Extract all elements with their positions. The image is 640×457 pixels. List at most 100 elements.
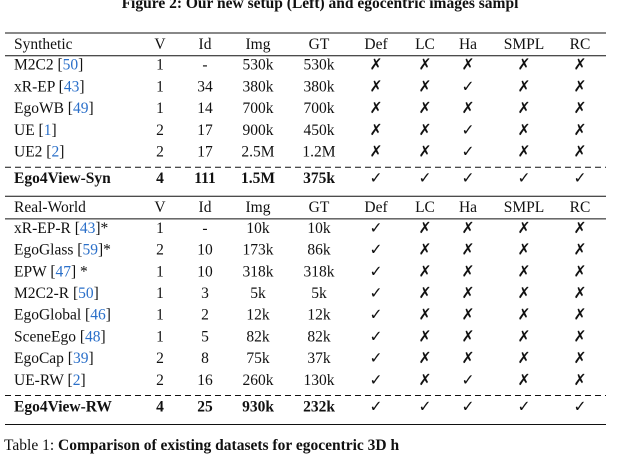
name: EgoWB [ bbox=[14, 100, 73, 117]
cell: 14 bbox=[197, 100, 213, 117]
cell: 900k bbox=[243, 122, 274, 139]
column-header: LC bbox=[415, 199, 435, 216]
cell: 10 bbox=[197, 242, 213, 259]
cell: 111 bbox=[194, 170, 216, 187]
cell: 2 bbox=[156, 372, 164, 389]
citation: 50 bbox=[78, 285, 94, 302]
column-header: V bbox=[154, 199, 166, 216]
cell: ✗ bbox=[419, 100, 432, 117]
cell: - bbox=[202, 220, 207, 237]
cell: 380k bbox=[243, 78, 274, 95]
dataset-name: EgoWB [49] bbox=[14, 100, 94, 117]
cell: ✗ bbox=[574, 100, 587, 117]
cell: 37k bbox=[307, 350, 331, 367]
citation: 48 bbox=[85, 328, 101, 345]
name-suffix: ] bbox=[88, 100, 93, 117]
cell: ✗ bbox=[574, 57, 587, 74]
cell: ✓ bbox=[370, 350, 383, 367]
column-header: Img bbox=[246, 36, 271, 53]
dataset-name: xR-EP-R [43]* bbox=[14, 220, 109, 237]
dataset-name: UE-RW [2] bbox=[14, 372, 86, 389]
citation: 49 bbox=[73, 100, 89, 117]
name-suffix: ] bbox=[106, 307, 111, 324]
cell: ✓ bbox=[419, 170, 432, 187]
name-suffix: ] bbox=[80, 372, 85, 389]
cell: ✗ bbox=[518, 57, 531, 74]
name: Ego4View-RW bbox=[14, 399, 112, 416]
cell: 130k bbox=[304, 372, 335, 389]
name-suffix: ] bbox=[88, 350, 93, 367]
cell: ✗ bbox=[518, 242, 531, 259]
name: UE2 [ bbox=[14, 144, 51, 161]
cell: ✓ bbox=[462, 372, 475, 389]
cell: ✗ bbox=[574, 122, 587, 139]
cell: 1 bbox=[156, 57, 164, 74]
cell: ✗ bbox=[518, 285, 531, 302]
citation: 39 bbox=[73, 350, 89, 367]
caption-label: Table 1: bbox=[4, 437, 58, 454]
cell: 2 bbox=[156, 122, 164, 139]
name: SceneEgo [ bbox=[14, 328, 85, 345]
cell: ✗ bbox=[518, 144, 531, 161]
cell: 25 bbox=[197, 399, 213, 416]
name: EgoGlobal [ bbox=[14, 307, 90, 324]
cell: ✓ bbox=[518, 170, 531, 187]
cell: 1 bbox=[156, 220, 164, 237]
cell: 380k bbox=[304, 78, 335, 95]
cell: 82k bbox=[246, 328, 270, 345]
cell: 1.2M bbox=[302, 144, 335, 161]
cell: 2.5M bbox=[241, 144, 274, 161]
cell: 34 bbox=[197, 78, 213, 95]
citation: 2 bbox=[73, 372, 81, 389]
cell: ✗ bbox=[518, 307, 531, 324]
cell: 2 bbox=[201, 307, 209, 324]
cell: 700k bbox=[304, 100, 335, 117]
cell: 17 bbox=[197, 122, 213, 139]
cell: ✓ bbox=[518, 399, 531, 416]
name-suffix: ] bbox=[59, 144, 64, 161]
cell: ✓ bbox=[419, 399, 432, 416]
cell: ✓ bbox=[370, 242, 383, 259]
cell: 4 bbox=[156, 170, 164, 187]
cell: ✗ bbox=[370, 122, 383, 139]
cell: ✗ bbox=[370, 144, 383, 161]
name-suffix: ] bbox=[101, 328, 106, 345]
name: M2C2-R [ bbox=[14, 285, 78, 302]
dataset-name: Ego4View-RW bbox=[14, 399, 112, 416]
citation: 59 bbox=[82, 242, 98, 259]
cell: ✓ bbox=[462, 78, 475, 95]
column-header: GT bbox=[309, 199, 330, 216]
cell: ✗ bbox=[462, 242, 475, 259]
cell: 10k bbox=[246, 220, 270, 237]
column-header: Def bbox=[364, 36, 388, 53]
cell: ✗ bbox=[518, 328, 531, 345]
cell: 318k bbox=[243, 263, 274, 280]
cell: 173k bbox=[243, 242, 274, 259]
cell: ✗ bbox=[574, 144, 587, 161]
citation: 47 bbox=[55, 263, 71, 280]
cell: 1 bbox=[156, 78, 164, 95]
cell: 232k bbox=[303, 399, 335, 416]
column-header: SMPL bbox=[504, 36, 545, 53]
cell: ✗ bbox=[518, 350, 531, 367]
cell: ✗ bbox=[462, 220, 475, 237]
citation: 2 bbox=[51, 144, 59, 161]
cell: ✗ bbox=[574, 328, 587, 345]
dataset-name: SceneEgo [48] bbox=[14, 328, 106, 345]
column-header: Ha bbox=[459, 36, 477, 53]
name: M2C2 [ bbox=[14, 57, 63, 74]
dataset-name: EgoGlobal [46] bbox=[14, 307, 111, 324]
cell: 375k bbox=[303, 170, 335, 187]
cell: 2 bbox=[156, 350, 164, 367]
column-header: V bbox=[154, 36, 166, 53]
cell: ✗ bbox=[462, 263, 475, 280]
cell: ✗ bbox=[419, 122, 432, 139]
cell: ✗ bbox=[574, 285, 587, 302]
table-caption: Table 1: Comparison of existing datasets… bbox=[4, 437, 400, 454]
cell: ✗ bbox=[462, 285, 475, 302]
cell: 8 bbox=[201, 350, 209, 367]
name-suffix: ] * bbox=[71, 263, 88, 280]
cell: ✗ bbox=[462, 307, 475, 324]
cell: ✗ bbox=[419, 78, 432, 95]
name: xR-EP [ bbox=[14, 78, 64, 95]
